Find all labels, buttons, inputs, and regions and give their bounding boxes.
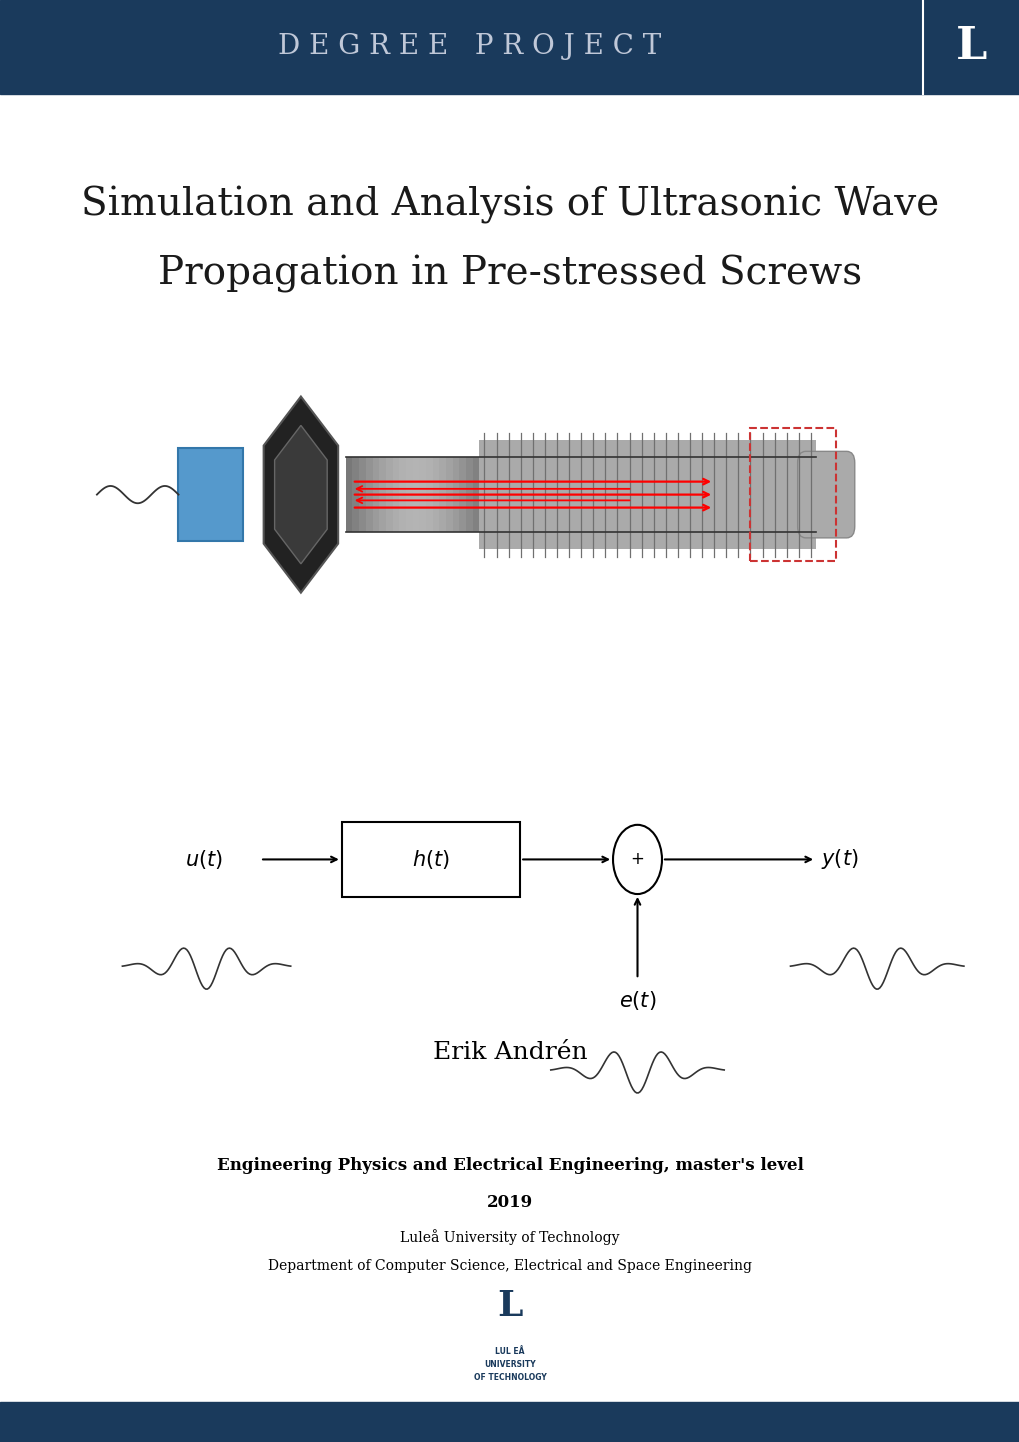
Text: 2019: 2019 [486, 1194, 533, 1211]
Text: Simulation and Analysis of Ultrasonic Wave: Simulation and Analysis of Ultrasonic Wa… [81, 186, 938, 224]
Bar [372, 457, 379, 532]
Bar [439, 457, 445, 532]
Bar [379, 457, 385, 532]
Bar [419, 457, 426, 532]
Bar [359, 457, 366, 532]
Bar [345, 457, 353, 532]
FancyBboxPatch shape [797, 451, 854, 538]
Bar [178, 448, 243, 541]
Text: Erik Andrén: Erik Andrén [432, 1041, 587, 1064]
Polygon shape [274, 425, 327, 564]
Bar [479, 440, 815, 549]
Text: Luleå University of Technology: Luleå University of Technology [399, 1229, 620, 1246]
Bar [472, 457, 479, 532]
Bar [392, 457, 398, 532]
Bar [459, 457, 466, 532]
Text: $e(t)$: $e(t)$ [619, 989, 655, 1012]
Text: Propagation in Pre-stressed Screws: Propagation in Pre-stressed Screws [158, 255, 861, 293]
Text: $u(t)$: $u(t)$ [184, 848, 223, 871]
Text: LUL EÅ
UNIVERSITY
OF TECHNOLOGY: LUL EÅ UNIVERSITY OF TECHNOLOGY [473, 1347, 546, 1383]
Bar [385, 457, 392, 532]
Text: D E G R E E   P R O J E C T: D E G R E E P R O J E C T [277, 33, 660, 61]
Bar [406, 457, 412, 532]
Bar [0, 1402, 1019, 1442]
Bar [452, 457, 459, 532]
Text: L: L [956, 26, 986, 68]
Bar [366, 457, 372, 532]
Text: Department of Computer Science, Electrical and Space Engineering: Department of Computer Science, Electric… [268, 1259, 751, 1273]
Polygon shape [263, 397, 338, 593]
Bar [345, 457, 479, 532]
Bar [466, 457, 472, 532]
Bar [341, 822, 520, 897]
Bar [432, 457, 439, 532]
Bar [398, 457, 406, 532]
Bar [0, 0, 1019, 94]
Bar [445, 457, 452, 532]
Bar [412, 457, 419, 532]
Text: $+$: $+$ [630, 851, 644, 868]
Circle shape [612, 825, 661, 894]
Text: $h(t)$: $h(t)$ [412, 848, 449, 871]
Text: Engineering Physics and Electrical Engineering, master's level: Engineering Physics and Electrical Engin… [216, 1156, 803, 1174]
Text: $y(t)$: $y(t)$ [820, 848, 858, 871]
Bar [749, 428, 836, 561]
Text: L: L [497, 1289, 522, 1324]
Bar [353, 457, 359, 532]
Bar [426, 457, 432, 532]
